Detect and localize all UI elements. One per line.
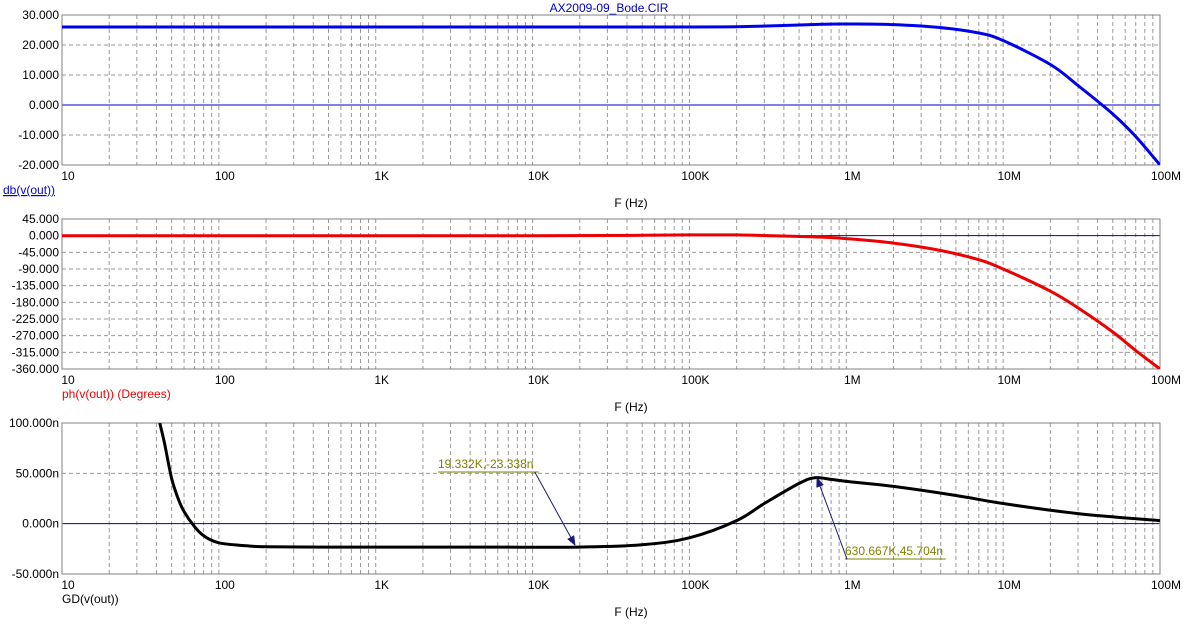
y-tick-label: 20.000	[22, 38, 59, 52]
plot-frame	[61, 422, 1161, 575]
annotation-label: 19.332K,-23.338n	[438, 457, 533, 471]
plot-frame	[61, 218, 1161, 370]
y-tick-label: -90.000	[18, 262, 59, 276]
x-tick-label: 1K	[374, 169, 389, 183]
x-tick-labels: 10 100 1K 10K 100K 1M 10M 100M	[61, 169, 1181, 183]
y-tick-label: -135.000	[12, 279, 60, 293]
x-tick-label: 1K	[374, 578, 389, 592]
y-tick-label: -10.000	[18, 128, 59, 142]
annotation-arrow	[816, 477, 848, 560]
x-tick-labels: 10 100 1K 10K 100K 1M 10M 100M	[61, 373, 1181, 387]
y-tick-labels: -20.000 -10.000 0.000 10.000 20.000 30.000	[18, 8, 59, 172]
grid-lines	[62, 423, 1160, 574]
x-tick-label: 10K	[528, 578, 549, 592]
y-tick-label: 45.000	[22, 212, 59, 226]
y-tick-label: 0.000n	[22, 517, 59, 531]
y-tick-labels: -360.000 -315.000 -270.000 -225.000 -180.000…	[12, 212, 60, 376]
y-tick-label: 0.000	[29, 98, 59, 112]
x-axis-label: F (Hz)	[614, 196, 647, 210]
chart-panel-2: -360.000 -315.000 -270.000 -225.000 -180.000…	[12, 212, 1181, 414]
plot-frame	[61, 14, 1161, 166]
x-tick-label: 10M	[997, 169, 1020, 183]
y-tick-label: -270.000	[12, 329, 60, 343]
y-tick-label: 10.000	[22, 68, 59, 82]
x-tick-label: 100M	[1151, 373, 1181, 387]
trace-label: db(v(out))	[3, 183, 55, 197]
x-tick-label: 10K	[528, 169, 549, 183]
x-tick-label: 10M	[997, 578, 1020, 592]
x-tick-label: 10M	[997, 373, 1020, 387]
x-tick-label: 1M	[844, 169, 861, 183]
x-tick-label: 10	[61, 578, 75, 592]
x-tick-label: 100K	[681, 169, 709, 183]
series-line-1	[62, 233, 1160, 369]
x-tick-labels: 10 100 1K 10K 100K 1M 10M 100M	[61, 578, 1181, 592]
x-tick-label: 1M	[844, 578, 861, 592]
x-tick-label: 100	[215, 578, 235, 592]
x-axis-label: F (Hz)	[614, 400, 647, 414]
annotation-1: 19.332K,-23.338n	[438, 457, 576, 546]
trace-label: ph(v(out)) (Degrees)	[62, 387, 171, 401]
window-title: AX2009-09_Bode.CIR	[550, 1, 669, 15]
annotation-label: 630.667K,45.704n	[845, 544, 943, 558]
x-tick-label: 100K	[681, 578, 709, 592]
y-tick-label: -225.000	[12, 312, 60, 326]
y-tick-label: -315.000	[12, 345, 60, 359]
x-tick-label: 100	[215, 373, 235, 387]
grid-lines	[62, 15, 1160, 165]
y-tick-label: -360.000	[12, 362, 60, 376]
y-tick-label: -45.000	[18, 245, 59, 259]
x-tick-label: 100M	[1151, 169, 1181, 183]
x-axis-label: F (Hz)	[614, 605, 647, 619]
series-line-1	[158, 423, 1160, 549]
x-tick-label: 1M	[844, 373, 861, 387]
y-tick-label: 100.000n	[9, 416, 59, 430]
y-tick-label: 0.000	[29, 229, 59, 243]
y-tick-label: -20.000	[18, 158, 59, 172]
annotation-arrow	[534, 471, 576, 546]
x-tick-label: 100	[215, 169, 235, 183]
grid-lines	[62, 219, 1160, 369]
y-tick-label: -180.000	[12, 295, 60, 309]
y-tick-label: 30.000	[22, 8, 59, 22]
annotation-2: 630.667K,45.704n	[816, 477, 946, 560]
x-tick-label: 1K	[374, 373, 389, 387]
x-tick-label: 10K	[528, 373, 549, 387]
y-tick-label: 50.000n	[16, 466, 59, 480]
x-tick-label: 100K	[681, 373, 709, 387]
x-tick-label: 10	[61, 373, 75, 387]
trace-label: GD(v(out))	[62, 592, 119, 606]
y-tick-labels: -50.000n 0.000n 50.000n 100.000n	[9, 416, 59, 581]
y-tick-label: -50.000n	[12, 567, 59, 581]
x-tick-label: 10	[61, 169, 75, 183]
series-line-1	[62, 22, 1160, 165]
x-tick-label: 100M	[1151, 578, 1181, 592]
